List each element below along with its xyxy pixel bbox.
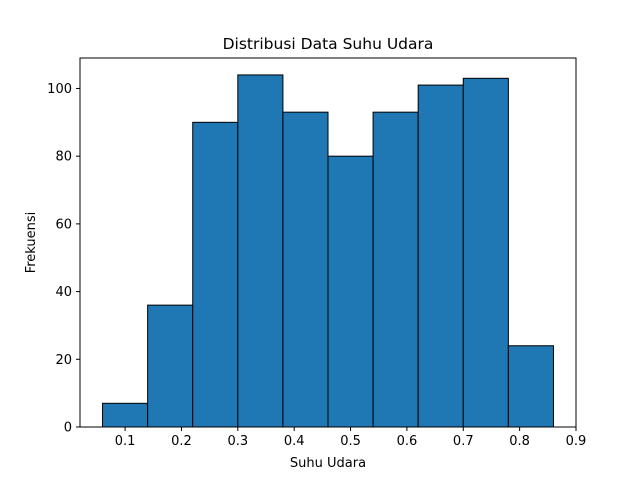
y-tick-label: 60	[55, 217, 72, 232]
plot-frame	[79, 57, 577, 428]
y-axis-ticks: 0 20 40 60 80 100	[47, 82, 80, 436]
histogram-bar	[282, 111, 329, 428]
x-tick-label: 0.8	[509, 434, 530, 449]
histogram-bar	[237, 74, 284, 428]
histogram-bar	[372, 111, 419, 428]
y-tick-label: 80	[55, 150, 72, 165]
histogram-bar	[507, 345, 554, 428]
y-tick-label: 20	[55, 353, 72, 368]
x-axis-label: Suhu Udara	[290, 456, 366, 471]
histogram-bar	[417, 84, 464, 428]
x-tick-label: 0.5	[340, 434, 361, 449]
chart-title: Distribusi Data Suhu Udara	[223, 35, 434, 53]
x-tick-label: 0.6	[397, 434, 418, 449]
x-tick-label: 0.7	[453, 434, 474, 449]
x-tick-label: 0.1	[115, 434, 136, 449]
x-tick-label: 0.3	[227, 434, 248, 449]
histogram-bar	[192, 121, 239, 428]
x-tick-label: 0.2	[171, 434, 192, 449]
x-tick-label: 0.9	[566, 434, 587, 449]
histogram-bar	[327, 155, 374, 428]
x-tick-label: 0.4	[284, 434, 305, 449]
y-tick-label: 0	[64, 421, 72, 436]
histogram-bar	[462, 77, 509, 428]
y-tick-label: 40	[55, 285, 72, 300]
histogram-bar	[147, 304, 194, 428]
y-tick-label: 100	[47, 82, 72, 97]
y-axis-label: Frekuensi	[24, 212, 39, 274]
bars-layer	[102, 74, 554, 428]
x-axis-ticks: 0.1 0.2 0.3 0.4 0.5 0.6 0.7 0.8 0.9	[115, 427, 587, 449]
histogram-bar	[102, 402, 149, 428]
